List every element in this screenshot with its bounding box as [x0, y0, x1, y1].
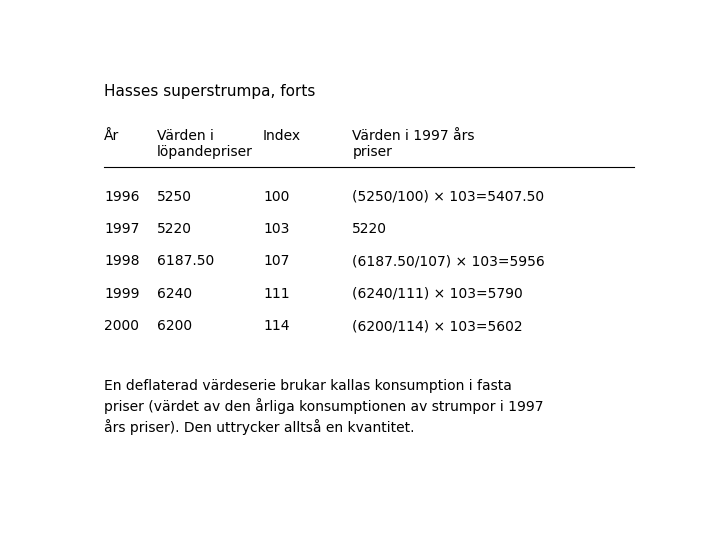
- Text: Index: Index: [263, 129, 301, 143]
- Text: 100: 100: [263, 190, 289, 204]
- Text: En deflaterad värdeserie brukar kallas konsumption i fasta
priser (värdet av den: En deflaterad värdeserie brukar kallas k…: [104, 379, 544, 435]
- Text: (6240/111) × 103=5790: (6240/111) × 103=5790: [352, 287, 523, 301]
- Text: 6240: 6240: [157, 287, 192, 301]
- Text: Värden i
löpandepriser: Värden i löpandepriser: [157, 129, 253, 159]
- Text: 1996: 1996: [104, 190, 140, 204]
- Text: 5220: 5220: [157, 222, 192, 236]
- Text: 5250: 5250: [157, 190, 192, 204]
- Text: 6187.50: 6187.50: [157, 254, 215, 268]
- Text: 1998: 1998: [104, 254, 140, 268]
- Text: (5250/100) × 103=5407.50: (5250/100) × 103=5407.50: [352, 190, 544, 204]
- Text: (6187.50/107) × 103=5956: (6187.50/107) × 103=5956: [352, 254, 545, 268]
- Text: 2000: 2000: [104, 319, 139, 333]
- Text: 114: 114: [263, 319, 289, 333]
- Text: 111: 111: [263, 287, 289, 301]
- Text: 1997: 1997: [104, 222, 140, 236]
- Text: 1999: 1999: [104, 287, 140, 301]
- Text: Värden i 1997 års
priser: Värden i 1997 års priser: [352, 129, 474, 159]
- Text: (6200/114) × 103=5602: (6200/114) × 103=5602: [352, 319, 523, 333]
- Text: 103: 103: [263, 222, 289, 236]
- Text: Hasses superstrumpa, forts: Hasses superstrumpa, forts: [104, 84, 315, 98]
- Text: 6200: 6200: [157, 319, 192, 333]
- Text: År: År: [104, 129, 120, 143]
- Text: 5220: 5220: [352, 222, 387, 236]
- Text: 107: 107: [263, 254, 289, 268]
